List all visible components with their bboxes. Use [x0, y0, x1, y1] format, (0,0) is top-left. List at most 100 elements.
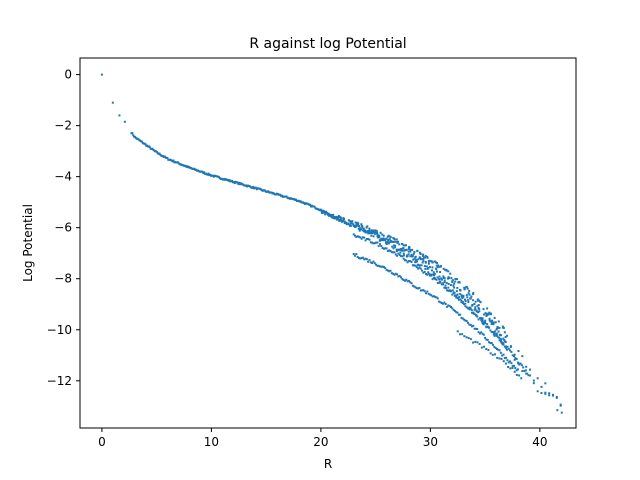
y-tick-label: −6 — [54, 221, 72, 235]
data-point — [456, 293, 459, 296]
data-point — [346, 222, 349, 225]
data-point — [380, 245, 383, 247]
data-point — [516, 368, 519, 371]
data-point — [427, 267, 430, 270]
data-point — [373, 242, 376, 245]
data-point — [477, 306, 480, 309]
data-point — [477, 311, 480, 314]
data-point — [476, 304, 479, 307]
data-point — [555, 396, 558, 399]
data-point — [502, 353, 505, 356]
data-point — [466, 287, 469, 290]
data-point — [369, 241, 372, 244]
data-point — [395, 249, 398, 252]
data-point — [486, 338, 489, 341]
data-point — [476, 315, 479, 318]
data-point — [505, 356, 508, 359]
data-point — [494, 333, 497, 336]
data-point — [390, 272, 393, 275]
data-point — [524, 369, 527, 372]
data-point — [442, 275, 445, 278]
data-point — [426, 290, 429, 293]
data-point — [490, 342, 493, 345]
data-point — [559, 403, 562, 406]
data-point — [163, 155, 166, 158]
data-point — [358, 225, 361, 228]
data-point — [490, 331, 493, 334]
data-point — [486, 325, 489, 328]
data-point — [436, 276, 439, 279]
data-point — [354, 221, 357, 224]
data-point — [394, 244, 397, 247]
data-point — [403, 279, 406, 282]
data-point — [397, 275, 400, 278]
data-point — [403, 259, 406, 262]
data-point — [389, 236, 392, 239]
data-point — [480, 331, 483, 334]
data-point — [355, 223, 358, 226]
data-point — [378, 234, 381, 237]
data-point — [410, 253, 413, 256]
data-point — [491, 353, 494, 356]
data-point — [372, 229, 375, 232]
data-point — [359, 236, 362, 239]
data-point — [421, 289, 424, 292]
data-point — [435, 264, 438, 267]
data-point — [423, 290, 426, 293]
data-points — [100, 73, 563, 414]
data-point — [446, 289, 449, 292]
data-point — [484, 336, 487, 339]
data-point — [381, 238, 384, 241]
data-point — [464, 319, 467, 322]
data-point — [158, 152, 161, 155]
data-point — [456, 286, 459, 289]
data-point — [560, 411, 563, 414]
data-point — [504, 335, 507, 338]
data-point — [361, 225, 364, 228]
data-point — [362, 227, 365, 230]
data-point — [413, 251, 416, 254]
data-point — [438, 300, 441, 303]
y-axis: 0 −2 −4 −6 −8 −10 −12 — [47, 68, 80, 388]
data-point — [172, 159, 175, 162]
data-point — [504, 345, 507, 348]
data-point — [454, 280, 457, 283]
data-point — [111, 101, 114, 104]
data-point — [540, 391, 543, 394]
data-point — [438, 278, 441, 281]
data-point — [368, 238, 371, 241]
data-point — [548, 394, 551, 397]
data-point — [405, 259, 408, 262]
data-point — [527, 374, 530, 377]
data-point — [482, 308, 485, 311]
data-point — [381, 247, 384, 250]
data-point — [513, 353, 516, 356]
data-point — [449, 290, 452, 293]
data-point — [392, 251, 395, 254]
data-point — [399, 251, 402, 254]
data-point — [118, 114, 121, 117]
data-point — [438, 275, 441, 278]
data-point — [446, 305, 449, 308]
data-point — [364, 239, 367, 242]
data-point — [416, 264, 419, 267]
data-point — [443, 281, 446, 284]
data-point — [506, 359, 509, 362]
data-point — [436, 297, 439, 300]
data-point — [469, 338, 472, 341]
data-point — [233, 181, 236, 184]
data-point — [485, 326, 488, 329]
data-point — [469, 297, 472, 300]
data-point — [498, 326, 501, 329]
data-point — [432, 295, 435, 298]
data-point — [486, 314, 489, 317]
data-point — [513, 364, 516, 367]
data-point — [506, 345, 509, 348]
data-point — [503, 339, 506, 342]
data-point — [463, 286, 466, 289]
data-point — [434, 295, 437, 298]
data-point — [491, 319, 494, 322]
data-point — [515, 373, 518, 376]
data-point — [376, 233, 379, 236]
data-point — [402, 249, 405, 252]
